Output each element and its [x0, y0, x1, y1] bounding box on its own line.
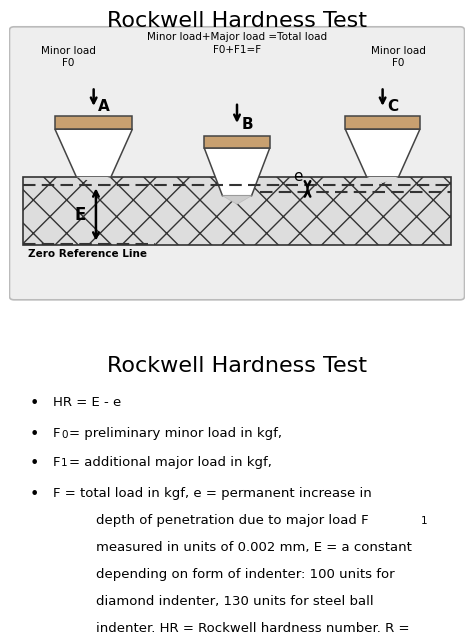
Polygon shape: [345, 129, 420, 177]
Text: = preliminary minor load in kgf,: = preliminary minor load in kgf,: [69, 427, 282, 441]
Bar: [345, 116, 420, 129]
Bar: [23, 177, 451, 245]
Polygon shape: [367, 177, 399, 183]
Bar: [204, 136, 270, 148]
Text: B: B: [242, 116, 253, 131]
Text: •: •: [30, 456, 39, 471]
Text: Zero Reference Line: Zero Reference Line: [27, 249, 146, 259]
Text: F0+F1=F: F0+F1=F: [213, 45, 261, 55]
Text: 1: 1: [421, 516, 428, 526]
Text: measured in units of 0.002 mm, E = a constant: measured in units of 0.002 mm, E = a con…: [96, 541, 412, 554]
Polygon shape: [55, 129, 132, 177]
FancyBboxPatch shape: [9, 27, 465, 300]
Bar: [55, 116, 132, 129]
Text: Rockwell Hardness Test: Rockwell Hardness Test: [107, 356, 367, 376]
Text: F: F: [53, 427, 60, 441]
Text: 0: 0: [61, 430, 67, 439]
Text: indenter. HR = Rockwell hardness number. R =: indenter. HR = Rockwell hardness number.…: [96, 622, 410, 632]
Text: diamond indenter, 130 units for steel ball: diamond indenter, 130 units for steel ba…: [96, 595, 374, 608]
Text: = additional major load in kgf,: = additional major load in kgf,: [69, 456, 272, 469]
Text: HR = E - e: HR = E - e: [53, 396, 121, 409]
Text: e: e: [293, 169, 302, 184]
Text: F0: F0: [392, 58, 405, 68]
Text: E: E: [74, 205, 86, 224]
Text: F: F: [53, 456, 60, 469]
Polygon shape: [222, 177, 252, 196]
Text: C: C: [387, 99, 398, 114]
Text: •: •: [30, 396, 39, 411]
Text: Rockwell Hardness Test: Rockwell Hardness Test: [107, 11, 367, 32]
Text: F = total load in kgf, e = permanent increase in: F = total load in kgf, e = permanent inc…: [53, 487, 372, 500]
Polygon shape: [204, 148, 270, 196]
Text: Minor load+Major load =Total load: Minor load+Major load =Total load: [147, 32, 327, 42]
Text: A: A: [98, 99, 110, 114]
Text: F0: F0: [63, 58, 75, 68]
Text: •: •: [30, 487, 39, 502]
Text: •: •: [30, 427, 39, 442]
Text: Minor load: Minor load: [371, 46, 426, 56]
Text: depending on form of indenter: 100 units for: depending on form of indenter: 100 units…: [96, 568, 394, 581]
Text: Minor load: Minor load: [41, 46, 96, 56]
Text: 1: 1: [61, 458, 67, 468]
Text: depth of penetration due to major load F: depth of penetration due to major load F: [96, 514, 369, 527]
Polygon shape: [76, 177, 111, 182]
Polygon shape: [222, 196, 252, 204]
